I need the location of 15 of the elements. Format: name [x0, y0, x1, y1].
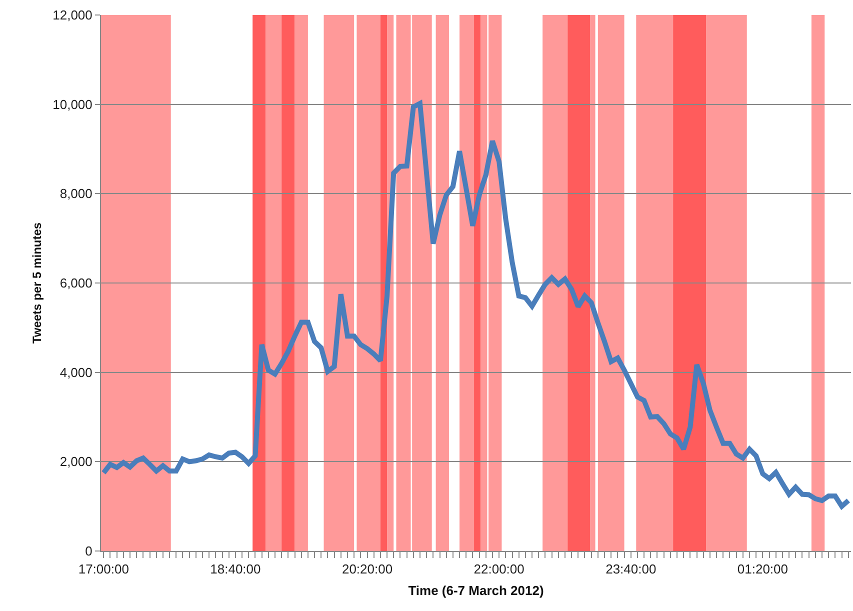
x-tick-label: 01:20:00: [737, 562, 788, 577]
x-tick-label: 20:20:00: [342, 562, 393, 577]
x-tick-label: 23:40:00: [606, 562, 656, 577]
x-tick-label: 22:00:00: [474, 562, 524, 577]
x-tick-label: 17:00:00: [78, 562, 129, 577]
y-tick-label: 0: [85, 544, 92, 559]
x-tick-label: 18:40:00: [210, 562, 261, 577]
y-tick-label: 6,000: [60, 276, 92, 291]
y-tick-label: 2,000: [60, 454, 92, 470]
y-tick-label: 4,000: [60, 364, 92, 380]
y-tick-label: 8,000: [60, 186, 92, 202]
y-tick-label: 12,000: [52, 8, 92, 23]
x-axis-title: Time (6-7 March 2012): [408, 583, 544, 598]
y-tick-label: 10,000: [52, 96, 92, 112]
y-axis-title: Tweets per 5 minutes: [30, 222, 44, 344]
